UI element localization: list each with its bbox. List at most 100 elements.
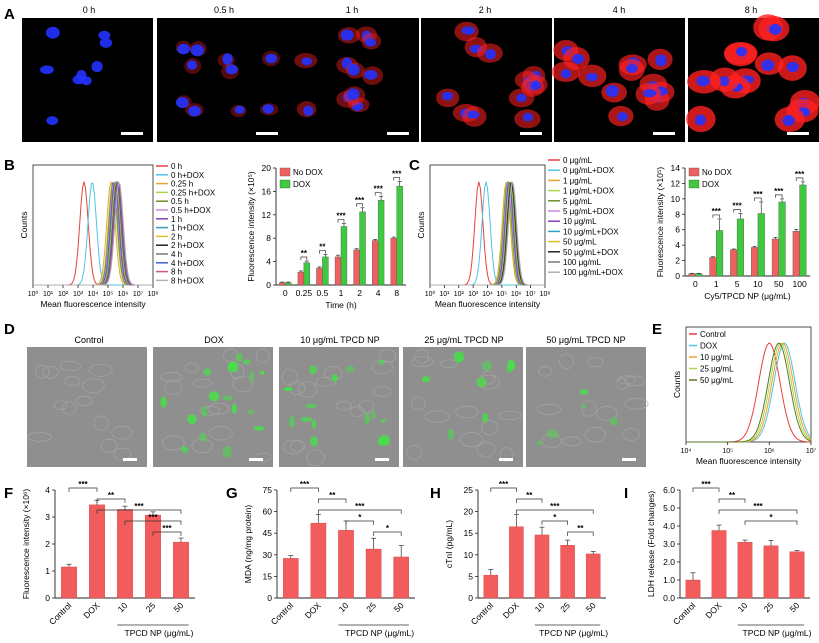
fluorescent-cell (181, 445, 189, 454)
significance-label: ** (729, 491, 736, 500)
group-label: TPCD NP (μg/mL) (125, 628, 194, 638)
significance-label: *** (701, 480, 711, 489)
nucleus (301, 57, 313, 66)
bar (303, 262, 311, 286)
significance-label: *** (373, 185, 383, 194)
x-tick-label: 10⁰ (28, 290, 39, 298)
cell-outline (59, 360, 81, 372)
x-tick-label: 25 (364, 600, 378, 614)
histogram-curve (33, 181, 153, 286)
legend-label: 0.25 h+DOX (171, 188, 216, 197)
y-tick-label: 0 (675, 271, 680, 281)
fluorescent-cell (378, 434, 390, 446)
x-tick-label: 10⁰ (425, 290, 436, 298)
scale-bar (653, 132, 675, 135)
y-tick-label: 12 (262, 210, 272, 220)
histogram-curve (33, 181, 153, 286)
x-tick-label: 10 (337, 600, 351, 614)
significance-bracket (345, 520, 374, 525)
bar (145, 514, 161, 599)
significance-bracket (490, 487, 517, 492)
significance-label: ** (526, 491, 533, 500)
x-tick-label: 10⁸ (540, 291, 551, 298)
x-tick-label: 10⁵ (722, 448, 733, 455)
significance-bracket (516, 498, 543, 503)
nucleus (262, 104, 274, 114)
scale-bar (387, 132, 409, 135)
cell-outline (207, 402, 230, 415)
micrograph-frame (27, 347, 147, 467)
bar (285, 282, 292, 286)
legend-label: 25 μg/mL (700, 365, 734, 374)
y-tick-label: 60 (263, 507, 273, 517)
nucleus (516, 93, 527, 103)
legend-label: DOX (700, 342, 718, 351)
y-tick-label: 1.0 (663, 575, 675, 585)
legend-label: DOX (293, 180, 311, 189)
nucleus (761, 59, 775, 71)
micrograph-frame (153, 347, 273, 467)
bar (283, 558, 299, 599)
legend-label: 100 μg/mL+DOX (563, 268, 624, 277)
significance-bracket (290, 487, 319, 492)
x-tick-label: 10 (116, 600, 130, 614)
nucleus (187, 60, 198, 70)
y-tick-label: 12 (671, 178, 681, 188)
histogram-curve (33, 180, 153, 286)
bar (396, 185, 403, 286)
micrograph-frame (403, 347, 523, 467)
legend-label: 2 h (171, 232, 182, 241)
y-tick-label: 0 (468, 593, 473, 603)
x-tick-label: 10⁶ (511, 291, 522, 298)
x-tick-label: 50 (774, 279, 784, 289)
fluorescent-cell (283, 386, 293, 392)
bar (757, 213, 765, 277)
significance-label: ** (108, 491, 115, 500)
nucleus (522, 112, 534, 122)
significance-bracket (68, 487, 98, 492)
significance-bracket (795, 177, 804, 181)
histogram-curve (33, 182, 153, 286)
panel-label-a: A (4, 6, 15, 23)
plot-frame (429, 164, 546, 286)
fluorescent-cell (247, 409, 254, 415)
fluorescent-cell (381, 418, 386, 423)
nucleus (40, 65, 54, 75)
histogram-curve (430, 182, 545, 286)
x-tick-label: 25 (144, 600, 158, 614)
x-tick-label: 10² (58, 291, 69, 298)
bar (688, 273, 696, 277)
bar (359, 211, 366, 286)
nucleus (72, 75, 86, 85)
micrograph-frame (157, 18, 288, 142)
significance-bracket (356, 203, 363, 207)
x-tick-label: 10³ (468, 291, 479, 298)
cell-outline (297, 381, 317, 398)
bar (316, 267, 323, 286)
nucleus (234, 105, 245, 114)
bar (771, 238, 779, 277)
bar (695, 273, 703, 277)
nucleus (364, 70, 378, 80)
cell-outline (111, 425, 133, 440)
panel-a-time-label: 8 h (745, 5, 758, 15)
nucleus (625, 64, 638, 74)
cell-outline (410, 396, 426, 411)
cell-outline (584, 426, 606, 443)
x-tick-label: 50 (392, 600, 406, 614)
nucleus (346, 88, 360, 100)
significance-bracket (96, 509, 182, 514)
histogram-curve (33, 182, 153, 286)
significance-label: *** (499, 480, 509, 489)
x-tick-label: 10⁶ (764, 448, 775, 455)
significance-label: *** (753, 190, 763, 199)
bar (340, 226, 348, 286)
nucleus (617, 111, 628, 122)
significance-bracket (152, 531, 182, 536)
legend-label: 5 μg/mL (563, 197, 593, 206)
fluorescent-cell (160, 396, 167, 408)
nucleus (484, 48, 496, 60)
panel-label-i: I (624, 485, 628, 502)
